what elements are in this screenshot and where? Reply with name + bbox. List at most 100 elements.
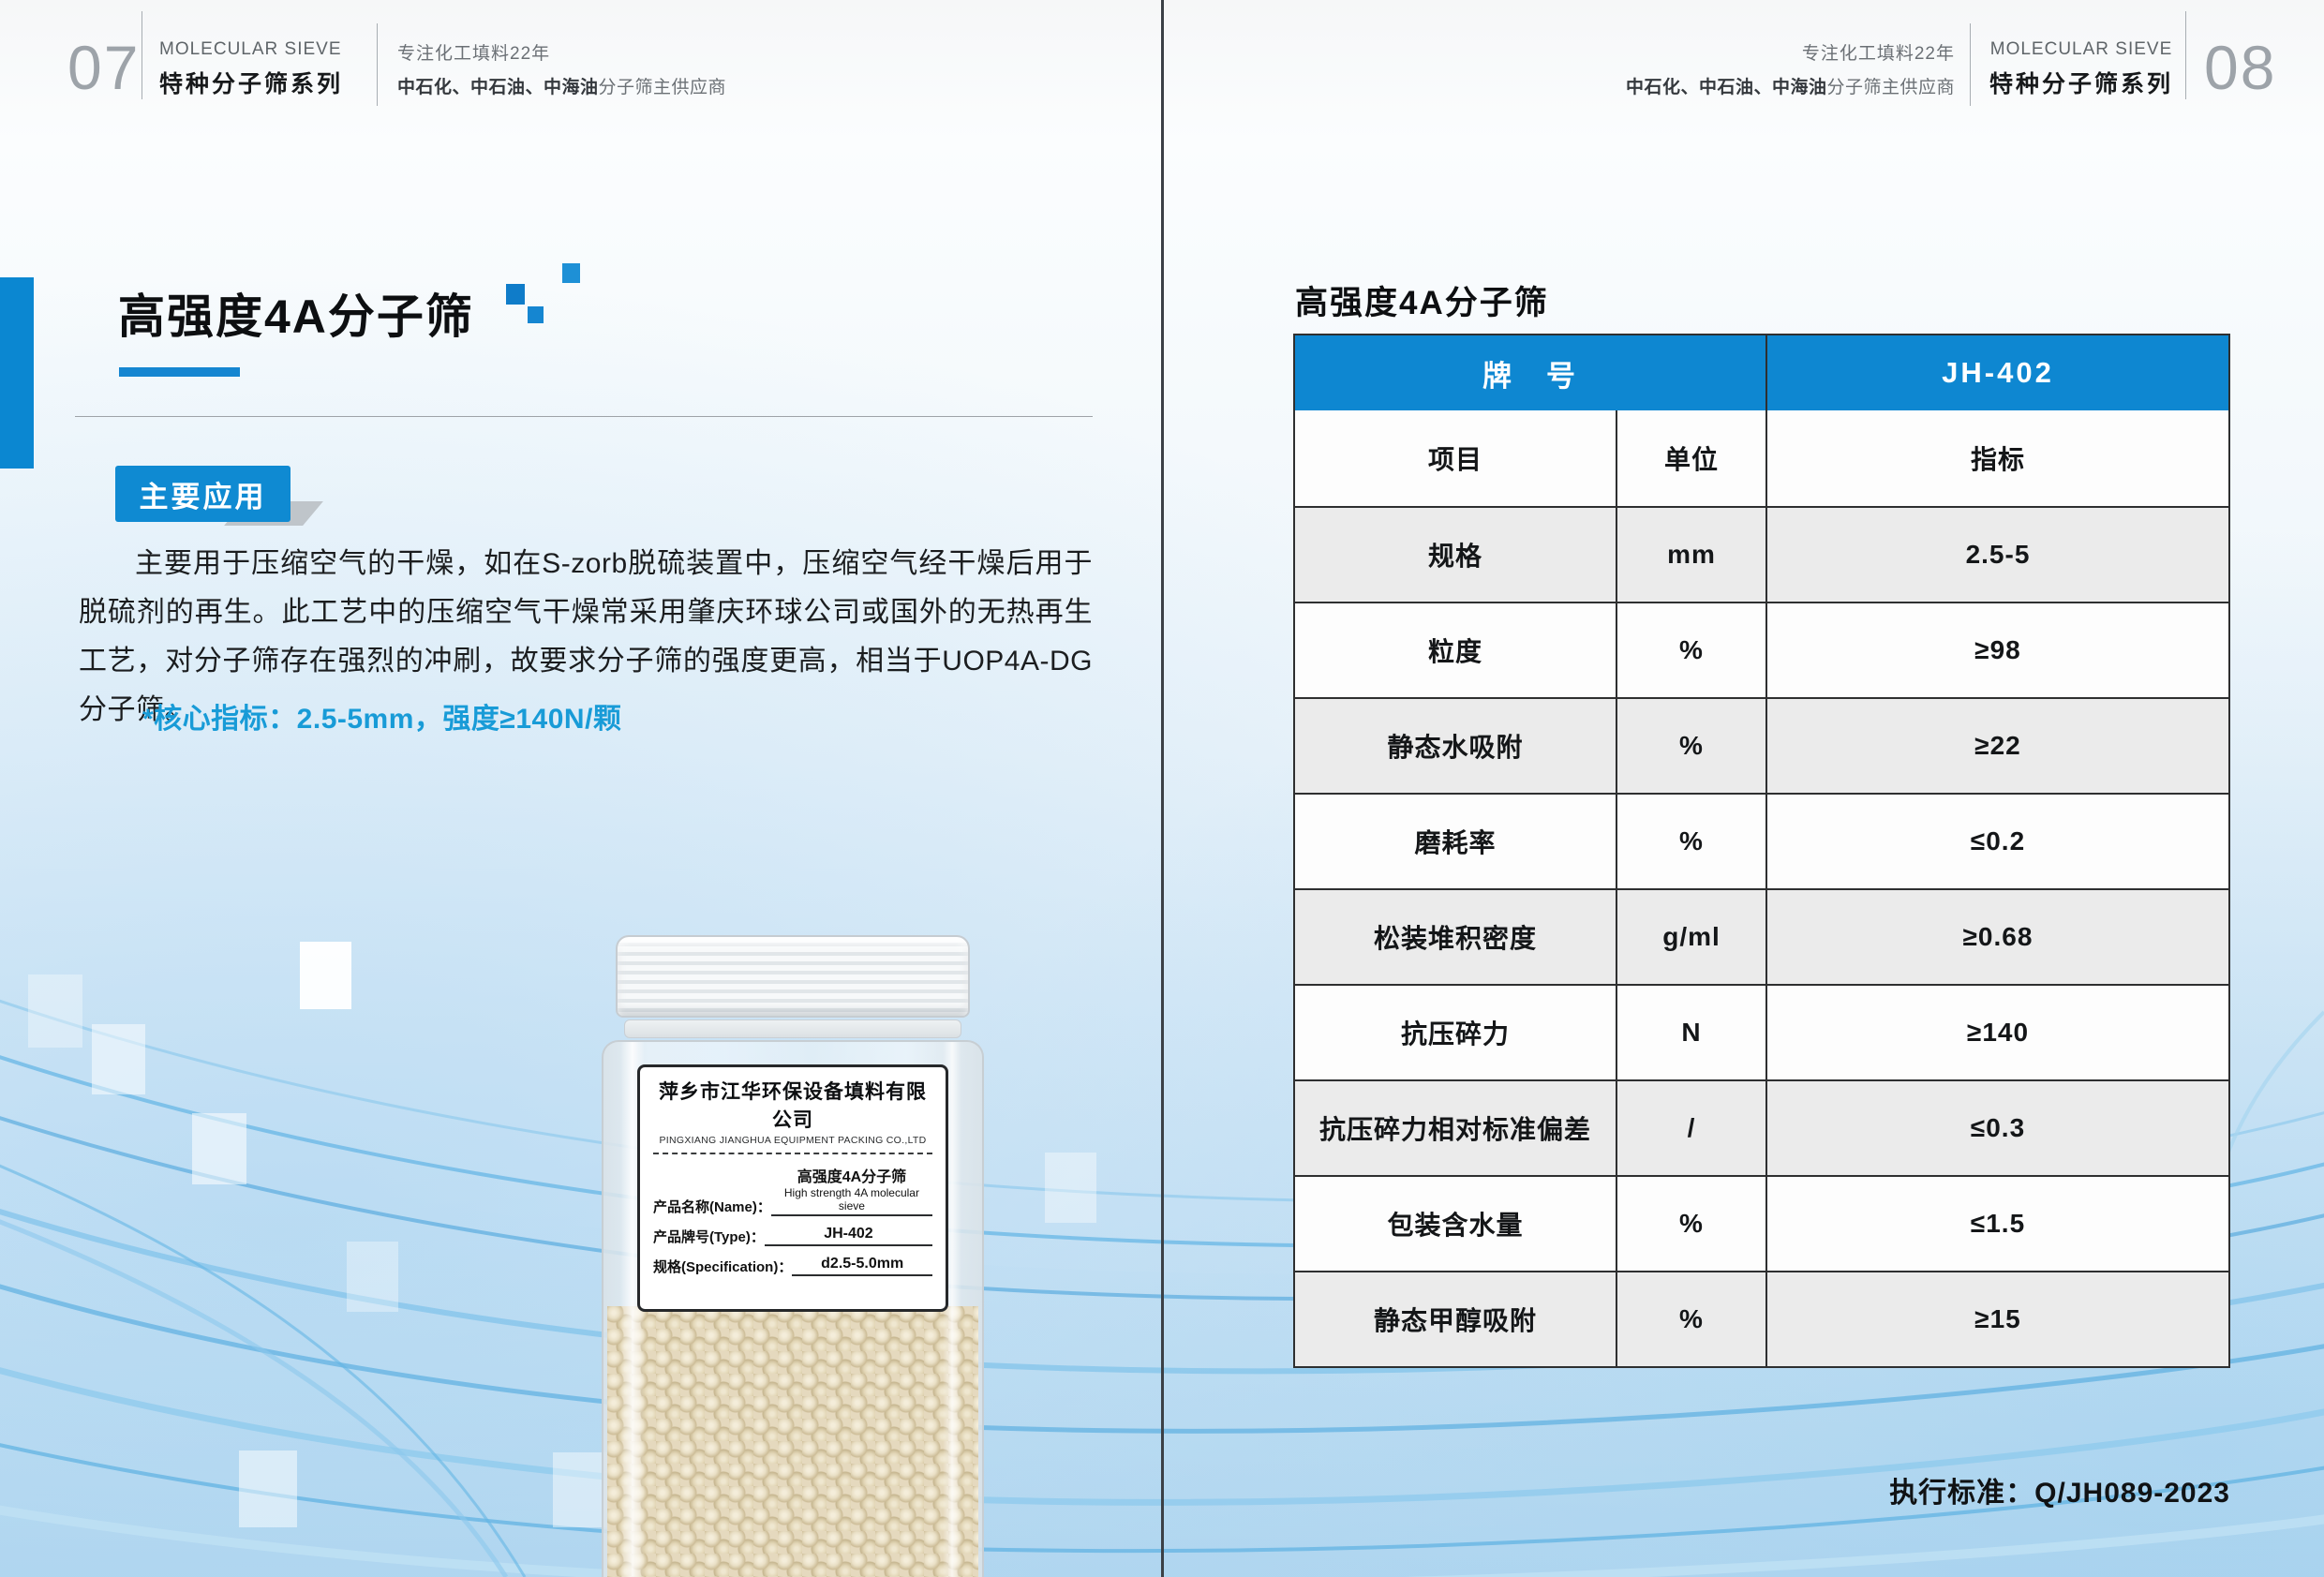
label-type-value: JH-402: [764, 1226, 932, 1246]
col-header-item: 项目: [1295, 410, 1617, 506]
cell-value: 2.5-5: [1965, 540, 2031, 569]
table-row: 规格 mm 2.5-5: [1295, 506, 2228, 602]
cell-item: 抗压碎力相对标准偏差: [1295, 1081, 1617, 1175]
table-row: 抗压碎力 N ≥140: [1295, 984, 2228, 1079]
header-divider: [377, 23, 378, 106]
slogan-line2-bold: 中石化、中石油、中海油: [397, 78, 599, 97]
cell-value: ≥140: [1966, 1018, 2030, 1047]
series-en: MOLECULAR SIEVE: [159, 39, 342, 59]
label-row-spec: 规格(Specification)： d2.5-5.0mm: [653, 1256, 932, 1276]
table-row: 粒度 % ≥98: [1295, 602, 2228, 697]
section-rule: [75, 416, 1093, 417]
slogan-line2: 中石化、中石油、中海油分子筛主供应商: [1593, 73, 1955, 98]
label-name-en: High strength 4A molecular sieve: [783, 1186, 919, 1213]
cell-value: ≥15: [1974, 1304, 2021, 1333]
label-spec-key: 规格(Specification)：: [653, 1259, 793, 1275]
left-accent-bar: [0, 277, 34, 469]
series-block-right: MOLECULAR SIEVE 特种分子筛系列: [1983, 39, 2180, 99]
product-title: 高强度4A分子筛: [118, 290, 474, 343]
cell-value: ≥98: [1974, 635, 2021, 664]
application-paragraph: 主要用于压缩空气的干燥，如在S-zorb脱硫装置中，压缩空气经干燥后用于脱硫剂的…: [79, 548, 1093, 725]
header-divider: [2185, 11, 2186, 99]
cell-item: 松装堆积密度: [1295, 890, 1617, 984]
table-row: 磨耗率 % ≤0.2: [1295, 793, 2228, 888]
decor-square: [92, 1024, 145, 1094]
product-jar-image: 萍乡市江华环保设备填料有限公司 PINGXIANG JIANGHUA EQUIP…: [600, 935, 986, 1577]
slogan-line1: 专注化工填料22年: [397, 44, 551, 64]
label-spec-value: d2.5-5.0mm: [792, 1256, 932, 1276]
slogan-line2-rest: 分子筛主供应商: [598, 78, 727, 97]
cell-unit: mm: [1617, 508, 1767, 602]
cell-unit: g/ml: [1617, 890, 1767, 984]
jar-neck: [624, 1019, 961, 1038]
cell-unit: %: [1617, 1272, 1767, 1366]
standard-note: 执行标准：Q/JH089-2023: [1889, 1478, 2230, 1509]
jar-label: 萍乡市江华环保设备填料有限公司 PINGXIANG JIANGHUA EQUIP…: [637, 1064, 948, 1312]
table-title: 高强度4A分子筛: [1295, 285, 1549, 321]
cell-item: 静态水吸附: [1295, 699, 1617, 793]
table-row: 静态水吸附 % ≥22: [1295, 697, 2228, 793]
page-spine-divider: [1161, 0, 1164, 1577]
label-row-type: 产品牌号(Type)： JH-402: [653, 1226, 932, 1246]
sieve-beads: [607, 1306, 978, 1577]
cell-value: ≤0.2: [1970, 826, 2026, 855]
cell-unit: %: [1617, 603, 1767, 697]
decor-blue-square: [528, 306, 544, 323]
cell-item: 规格: [1295, 508, 1617, 602]
table-row: 松装堆积密度 g/ml ≥0.68: [1295, 888, 2228, 984]
cell-unit: %: [1617, 699, 1767, 793]
cell-item: 粒度: [1295, 603, 1617, 697]
page-number-right: 08: [2204, 32, 2276, 103]
slogan-block-right: 专注化工填料22年 中石化、中石油、中海油分子筛主供应商: [1593, 39, 1955, 98]
jar-lid: [616, 935, 970, 1018]
label-name-value: 高强度4A分子筛 High strength 4A molecular siev…: [770, 1164, 932, 1216]
header-divider: [1970, 23, 1971, 106]
cell-item: 静态甲醇吸附: [1295, 1272, 1617, 1366]
label-type-key: 产品牌号(Type)：: [653, 1229, 765, 1245]
decor-square: [553, 1452, 609, 1527]
table-header-row: 牌 号 JH-402: [1295, 335, 2228, 410]
decor-square: [300, 942, 351, 1009]
cell-unit: /: [1617, 1081, 1767, 1175]
decor-square: [1045, 1153, 1096, 1223]
series-en: MOLECULAR SIEVE: [1989, 39, 2173, 59]
cell-unit: %: [1617, 795, 1767, 888]
brand-value-cell: JH-402: [1942, 356, 2054, 389]
cell-item: 抗压碎力: [1295, 986, 1617, 1079]
decor-square: [239, 1451, 297, 1527]
decor-blue-square: [506, 284, 525, 305]
cell-item: 磨耗率: [1295, 795, 1617, 888]
cell-unit: N: [1617, 986, 1767, 1079]
cell-item: 包装含水量: [1295, 1177, 1617, 1271]
key-spec-note: *核心指标：2.5-5mm，强度≥140N/颗: [142, 704, 622, 735]
spec-table: 牌 号 JH-402 项目 单位 指标 规格 mm 2.5-5 粒度 % ≥98…: [1293, 334, 2230, 1368]
page-number-text: 07: [67, 33, 141, 102]
decor-square: [192, 1113, 246, 1184]
table-columns-row: 项目 单位 指标: [1295, 410, 2228, 506]
table-row: 抗压碎力相对标准偏差 / ≤0.3: [1295, 1079, 2228, 1175]
cell-value: ≤0.3: [1970, 1113, 2026, 1142]
title-underline: [119, 367, 240, 377]
page-number-text: 08: [2204, 33, 2277, 102]
section-badge: 主要应用: [115, 466, 290, 522]
label-row-name: 产品名称(Name)： 高强度4A分子筛 High strength 4A mo…: [653, 1164, 932, 1216]
slogan-line2: 中石化、中石油、中海油分子筛主供应商: [397, 73, 726, 98]
label-name-zh: 高强度4A分子筛: [797, 1169, 907, 1185]
page-number-left: 07: [67, 32, 140, 103]
decor-blue-square: [562, 263, 580, 283]
label-divider: [653, 1153, 932, 1154]
slogan-line2-rest: 分子筛主供应商: [1826, 78, 1955, 97]
label-company-en: PINGXIANG JIANGHUA EQUIPMENT PACKING CO.…: [659, 1135, 927, 1146]
cell-value: ≥0.68: [1962, 922, 2034, 951]
series-zh: 特种分子筛系列: [1989, 71, 2173, 97]
decor-square: [347, 1242, 398, 1312]
table-row: 静态甲醇吸附 % ≥15: [1295, 1271, 2228, 1366]
slogan-block-left: 专注化工填料22年 中石化、中石油、中海油分子筛主供应商: [397, 39, 726, 98]
slogan-line2-bold: 中石化、中石油、中海油: [1625, 78, 1827, 97]
brand-label-cell: 牌 号: [1295, 335, 1767, 410]
col-header-unit: 单位: [1617, 410, 1767, 506]
cell-value: ≥22: [1974, 731, 2021, 760]
series-block-left: MOLECULAR SIEVE 特种分子筛系列: [159, 39, 343, 99]
table-row: 包装含水量 % ≤1.5: [1295, 1175, 2228, 1271]
cell-unit: %: [1617, 1177, 1767, 1271]
